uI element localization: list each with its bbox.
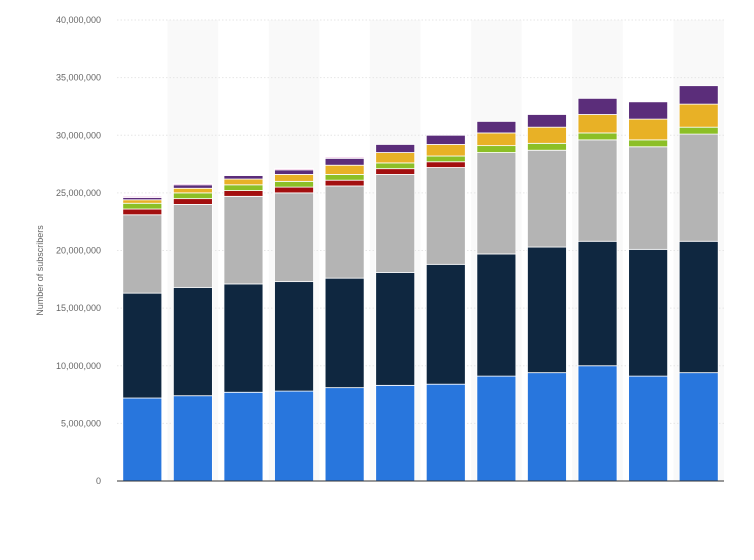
bar-segment[interactable] xyxy=(172,183,213,186)
bar-segment[interactable] xyxy=(476,152,517,255)
y-tick-label: 25,000,000 xyxy=(56,188,101,198)
bar-segment[interactable] xyxy=(476,253,517,377)
bar-segment[interactable] xyxy=(577,240,618,367)
bar-segment[interactable] xyxy=(678,85,719,105)
bar-segment[interactable] xyxy=(324,174,365,181)
bar-segment[interactable] xyxy=(678,126,719,135)
bar-segment[interactable] xyxy=(678,372,719,482)
bar-segment[interactable] xyxy=(122,292,163,399)
bar-segment[interactable] xyxy=(324,156,365,159)
bar-segment[interactable] xyxy=(274,186,314,194)
bar-segment[interactable] xyxy=(577,365,618,482)
bar-segment[interactable] xyxy=(324,179,365,187)
y-axis-ticks: 0 5,000,000 10,000,000 15,000,000 20,000,000… xyxy=(56,15,101,486)
bar-segment[interactable] xyxy=(324,185,365,279)
bar-segment[interactable] xyxy=(172,198,213,205)
bar-segment[interactable] xyxy=(527,246,567,374)
bar-segment[interactable] xyxy=(527,126,567,144)
bar-segment[interactable] xyxy=(476,375,517,482)
bar-segment[interactable] xyxy=(628,375,669,482)
bar-segment[interactable] xyxy=(527,149,567,248)
bar-segment[interactable] xyxy=(577,114,618,134)
bar-segment[interactable] xyxy=(172,395,213,482)
bar-segment[interactable] xyxy=(577,139,618,242)
bar-segment[interactable] xyxy=(425,155,466,163)
bar-segment[interactable] xyxy=(223,391,264,482)
bar-segment[interactable] xyxy=(172,203,213,288)
bars xyxy=(122,85,719,482)
bar-segment[interactable] xyxy=(375,162,416,170)
y-tick-label: 15,000,000 xyxy=(56,303,101,313)
bar-segment[interactable] xyxy=(527,372,567,482)
bar-segment[interactable] xyxy=(274,180,314,188)
bar-segment[interactable] xyxy=(476,145,517,153)
bar-segment[interactable] xyxy=(678,240,719,374)
bar-segment[interactable] xyxy=(476,121,517,134)
bar-segment[interactable] xyxy=(425,263,466,385)
bar-segment[interactable] xyxy=(223,184,264,191)
bar-segment[interactable] xyxy=(375,152,416,164)
bar-segment[interactable] xyxy=(425,383,466,482)
bar-segment[interactable] xyxy=(122,208,163,216)
bar-segment[interactable] xyxy=(274,168,314,171)
bar-segment[interactable] xyxy=(223,190,264,197)
bar-segment[interactable] xyxy=(122,397,163,482)
bar-segment[interactable] xyxy=(274,390,314,482)
bar-segment[interactable] xyxy=(274,169,314,175)
y-tick-label: 0 xyxy=(96,476,101,486)
bar-segment[interactable] xyxy=(577,97,618,115)
bar-segment[interactable] xyxy=(527,142,567,151)
y-tick-label: 35,000,000 xyxy=(56,73,101,83)
bar-segment[interactable] xyxy=(527,114,567,128)
bar-segment[interactable] xyxy=(223,283,264,393)
bar-segment[interactable] xyxy=(172,184,213,189)
y-tick-label: 40,000,000 xyxy=(56,15,101,25)
y-tick-label: 10,000,000 xyxy=(56,361,101,371)
bar-segment[interactable] xyxy=(476,132,517,147)
bar-segment[interactable] xyxy=(324,277,365,389)
bar-segment[interactable] xyxy=(375,271,416,386)
bar-segment[interactable] xyxy=(122,202,163,210)
bar-segment[interactable] xyxy=(223,178,264,186)
bar-segment[interactable] xyxy=(425,167,466,265)
bar-segment[interactable] xyxy=(628,118,669,141)
bar-segment[interactable] xyxy=(274,192,314,283)
bar-segment[interactable] xyxy=(628,101,669,120)
bar-segment[interactable] xyxy=(324,157,365,166)
y-tick-label: 5,000,000 xyxy=(61,418,101,428)
bar-segment[interactable] xyxy=(375,168,416,175)
bar-segment[interactable] xyxy=(628,139,669,148)
bar-segment[interactable] xyxy=(425,144,466,157)
bar-segment[interactable] xyxy=(425,134,466,145)
bar-segment[interactable] xyxy=(172,192,213,200)
bar-segment[interactable] xyxy=(172,286,213,397)
y-tick-label: 30,000,000 xyxy=(56,130,101,140)
bar-segment[interactable] xyxy=(375,174,416,273)
bar-segment[interactable] xyxy=(577,132,618,141)
bar-segment[interactable] xyxy=(172,187,213,194)
bar-segment[interactable] xyxy=(678,133,719,242)
bar-segment[interactable] xyxy=(375,384,416,482)
bar-segment[interactable] xyxy=(628,248,669,377)
bar-segment[interactable] xyxy=(274,174,314,182)
bar-segment[interactable] xyxy=(223,175,264,180)
y-axis-title: Number of subscribers xyxy=(35,225,45,316)
bar-segment[interactable] xyxy=(324,387,365,482)
bar-segment[interactable] xyxy=(223,195,264,285)
y-tick-label: 20,000,000 xyxy=(56,246,101,256)
bar-segment[interactable] xyxy=(274,281,314,392)
bar-segment[interactable] xyxy=(122,199,163,204)
bar-segment[interactable] xyxy=(425,161,466,168)
bar-segment[interactable] xyxy=(678,103,719,128)
bar-segment[interactable] xyxy=(628,146,669,250)
bar-segment[interactable] xyxy=(122,195,163,198)
bar-segment[interactable] xyxy=(375,144,416,153)
bar-segment[interactable] xyxy=(324,164,365,175)
bar-segment[interactable] xyxy=(122,214,163,294)
